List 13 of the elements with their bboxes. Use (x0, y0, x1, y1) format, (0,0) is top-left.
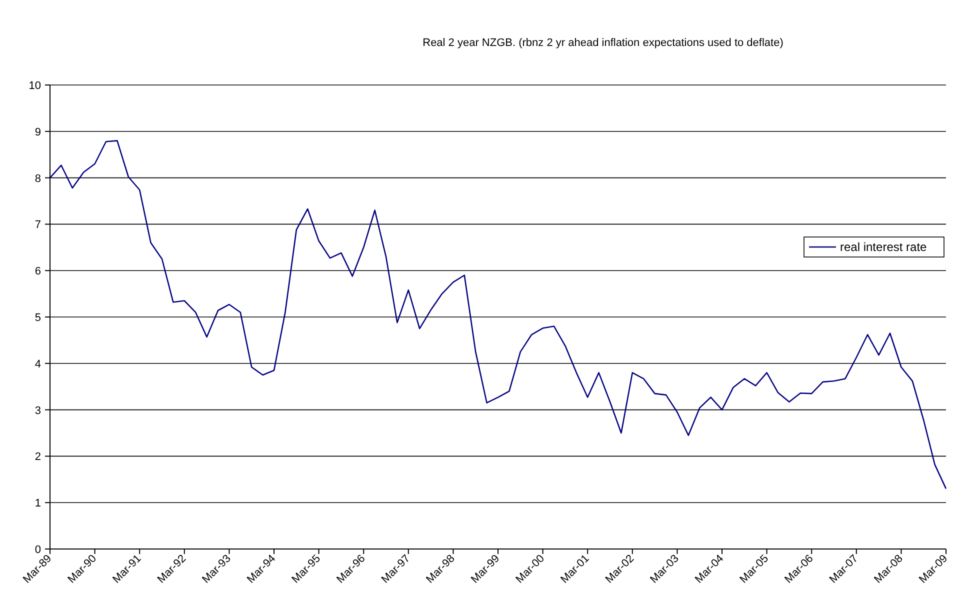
y-tick-label: 8 (34, 172, 41, 185)
y-tick-label: 7 (34, 219, 41, 232)
y-tick-label: 5 (34, 312, 41, 324)
y-tick-label: 6 (34, 266, 41, 278)
y-tick-label: 4 (34, 358, 41, 370)
legend-label: real interest rate (840, 240, 928, 254)
y-tick-label: 1 (34, 498, 41, 510)
y-tick-label: 10 (28, 80, 41, 92)
y-tick-label: 3 (34, 404, 41, 417)
y-tick-label: 0 (34, 544, 41, 556)
y-tick-label: 2 (34, 451, 41, 464)
chart-title: Real 2 year NZGB. (rbnz 2 yr ahead inflation expectations used to deflate) (422, 37, 784, 49)
y-tick-label: 9 (34, 126, 41, 138)
